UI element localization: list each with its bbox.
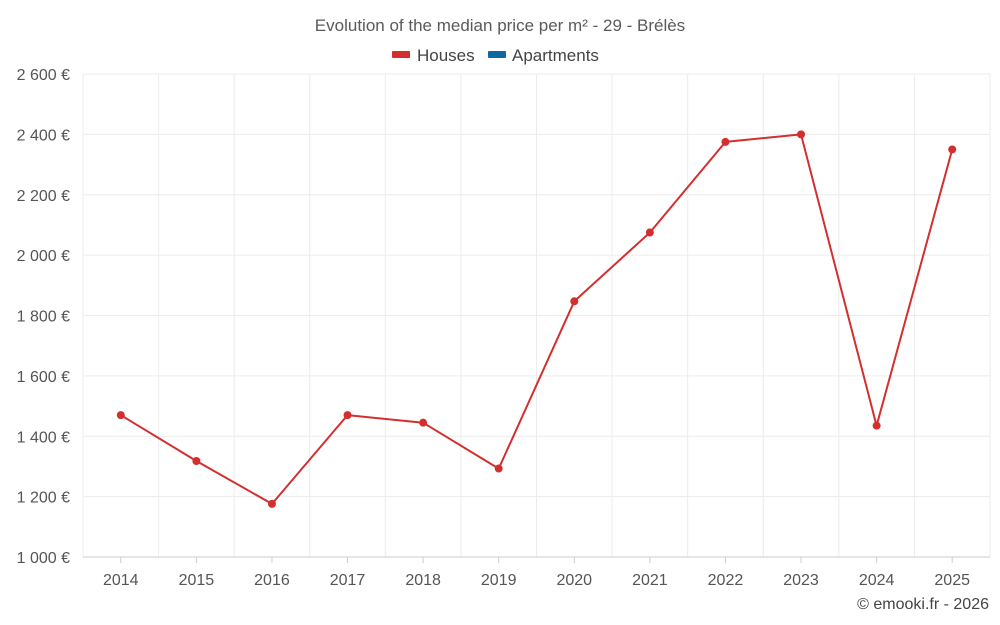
data-point-houses-2017[interactable] [343,411,352,420]
legend-label-apartments: Apartments [512,46,599,65]
y-tick-label: 1 200 € [17,490,70,507]
credit-text[interactable]: © emooki.fr - 2026 [857,596,989,613]
y-tick-label: 1 400 € [17,429,70,446]
data-point-houses-2016[interactable] [267,499,276,508]
data-point-houses-2015[interactable] [192,457,201,466]
x-tick-label: 2019 [481,572,517,589]
series [116,130,957,508]
legend-item-houses[interactable]: Houses [392,46,475,65]
x-tick-label: 2018 [405,572,441,589]
data-point-houses-2023[interactable] [797,130,806,139]
legend-label-houses: Houses [417,46,475,65]
data-point-houses-2022[interactable] [721,137,730,146]
y-tick-label: 2 200 € [17,188,70,205]
data-point-houses-2020[interactable] [570,297,579,306]
x-tick-label: 2015 [179,572,215,589]
x-tick-label: 2022 [708,572,744,589]
data-point-houses-2025[interactable] [948,145,957,154]
legend-item-apartments[interactable]: Apartments [488,46,599,65]
y-tick-label: 2 400 € [17,127,70,144]
x-tick-label: 2021 [632,572,668,589]
y-tick-label: 1 800 € [17,309,70,326]
data-point-houses-2014[interactable] [116,411,125,420]
data-point-houses-2024[interactable] [872,421,881,430]
data-point-houses-2018[interactable] [419,418,428,427]
series-line-houses [120,133,954,505]
legend: Houses Apartments [392,46,599,65]
y-tick-label: 2 000 € [17,248,70,265]
chart-title: Evolution of the median price per m² - 2… [315,16,685,35]
tick-labels: 1 000 € 1 200 € 1 400 € 1 600 € 1 800 € 2 000… [17,67,970,589]
data-point-houses-2019[interactable] [494,464,503,473]
x-tick-label: 2016 [254,572,290,589]
x-tick-label: 2020 [556,572,592,589]
y-tick-label: 1 600 € [17,369,70,386]
grid [82,73,991,557]
y-tick-label: 2 600 € [17,67,70,84]
legend-swatch-apartments [488,51,506,58]
x-tick-label: 2024 [859,572,895,589]
x-tick-label: 2025 [934,572,970,589]
data-point-houses-2021[interactable] [645,228,654,237]
x-tick-label: 2023 [783,572,819,589]
legend-swatch-houses [392,51,410,58]
y-tick-label: 1 000 € [17,550,70,567]
x-tick-label: 2014 [103,572,139,589]
axes [83,556,990,563]
x-tick-label: 2017 [330,572,366,589]
